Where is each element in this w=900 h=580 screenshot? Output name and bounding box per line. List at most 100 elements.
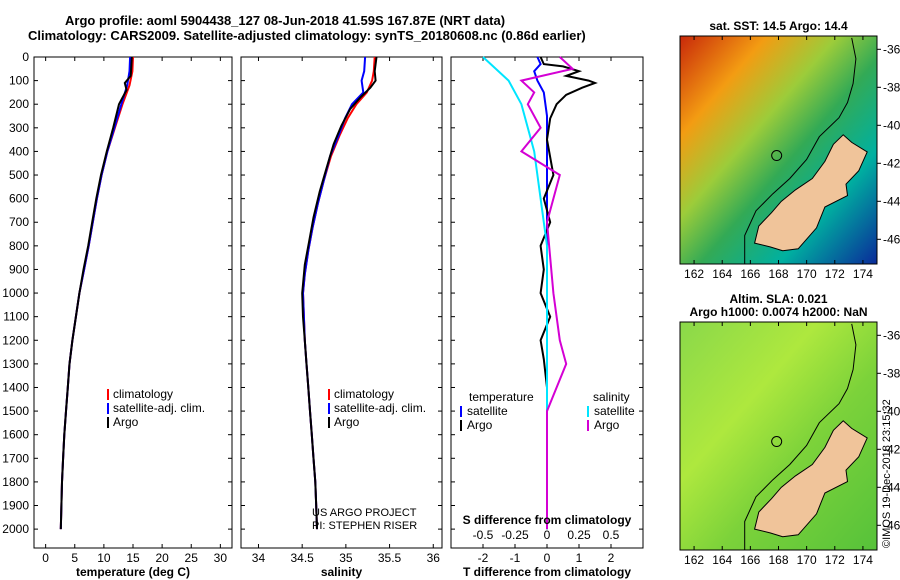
- lat-tick-label: -36: [883, 328, 900, 342]
- sla-map-title: Altim. SLA: 0.021: [729, 292, 827, 306]
- lon-tick-label: 170: [797, 267, 817, 281]
- temperature-profile-frame: [33, 56, 233, 549]
- project-annotation: PI: STEPHEN RISER: [312, 520, 417, 532]
- lat-tick-label: -46: [883, 518, 900, 532]
- legend-label: Argo: [467, 418, 493, 432]
- s-tick-label: -0.25: [501, 528, 529, 542]
- sst-map-title: sat. SST: 14.5 Argo: 14.4: [709, 19, 848, 33]
- legend-label: satellite: [594, 404, 635, 418]
- lon-tick-label: 172: [825, 553, 845, 567]
- depth-tick-label: 100: [9, 74, 29, 88]
- depth-tick-label: 1000: [2, 286, 29, 300]
- lon-tick-label: 170: [797, 553, 817, 567]
- x-tick-label: 30: [214, 551, 228, 565]
- sla-map-title: Argo h1000: 0.0074 h2000: NaN: [689, 305, 867, 319]
- x-tick-label: 0: [544, 551, 551, 565]
- lat-tick-label: -40: [883, 404, 900, 418]
- lon-tick-label: 174: [853, 553, 873, 567]
- lat-tick-label: -36: [883, 42, 900, 56]
- lat-tick-label: -42: [883, 156, 900, 170]
- sla-map-land: [753, 420, 868, 538]
- legend-label: climatology: [334, 387, 394, 401]
- depth-tick-label: 200: [9, 97, 29, 111]
- s-tick-label: 0.25: [567, 528, 591, 542]
- depth-tick-label: 900: [9, 262, 29, 276]
- series-line-argo: [301, 56, 378, 530]
- imos-stamp: ©IMOS 19-Dec-2018 23:15:32: [881, 399, 893, 548]
- sla-map-float-marker: [771, 436, 783, 448]
- x-axis-label: salinity: [321, 565, 363, 579]
- lon-tick-label: 166: [740, 267, 760, 281]
- s-tick-label: 0.5: [603, 528, 620, 542]
- x-tick-label: 5: [71, 551, 78, 565]
- lon-tick-label: 164: [712, 553, 732, 567]
- s-tick-label: -0.5: [473, 528, 494, 542]
- x-tick-label: 20: [155, 551, 169, 565]
- x-tick-label: 25: [185, 551, 199, 565]
- lat-tick-label: -38: [883, 366, 900, 380]
- depth-tick-label: 700: [9, 215, 29, 229]
- depth-tick-label: 1400: [2, 380, 29, 394]
- x-tick-label: 36: [427, 551, 441, 565]
- legend-label: Argo: [594, 418, 620, 432]
- lon-tick-label: 172: [825, 267, 845, 281]
- depth-tick-label: 500: [9, 168, 29, 182]
- lon-tick-label: 174: [853, 267, 873, 281]
- lon-tick-label: 164: [712, 267, 732, 281]
- depth-tick-label: 1500: [2, 404, 29, 418]
- sst-map-float-marker: [771, 150, 783, 162]
- x-tick-label: 34: [252, 551, 266, 565]
- depth-tick-label: 0: [22, 50, 29, 64]
- x-tick-label: -2: [478, 551, 489, 565]
- lon-tick-label: 162: [684, 267, 704, 281]
- legend-title-salinity: salinity: [593, 390, 630, 404]
- x-axis-label: temperature (deg C): [76, 565, 190, 579]
- depth-tick-label: 1100: [3, 310, 29, 324]
- sst-map-contour: [744, 37, 857, 264]
- salinity-profile-frame: [240, 56, 443, 549]
- lat-tick-label: -38: [883, 80, 900, 94]
- legend-label: satellite-adj. clim.: [334, 401, 426, 415]
- x-tick-label: 34.5: [290, 551, 314, 565]
- depth-tick-label: 1800: [2, 475, 29, 489]
- lat-tick-label: -42: [883, 442, 900, 456]
- depth-tick-label: 1600: [2, 428, 29, 442]
- legend-label: Argo: [334, 415, 360, 429]
- depth-tick-label: 1900: [2, 499, 29, 513]
- depth-tick-label: 800: [9, 239, 29, 253]
- series-line-argo: [59, 56, 133, 530]
- lat-tick-label: -46: [883, 232, 900, 246]
- legend-label: Argo: [113, 415, 139, 429]
- depth-tick-label: 2000: [2, 522, 29, 536]
- legend-label: satellite-adj. clim.: [113, 401, 205, 415]
- depth-tick-label: 600: [9, 192, 29, 206]
- lon-tick-label: 162: [684, 553, 704, 567]
- legend-label: climatology: [113, 387, 173, 401]
- title-line-2: Climatology: CARS2009. Satellite-adjuste…: [28, 28, 586, 43]
- sla-map-contour: [744, 323, 857, 550]
- x-axis-label: T difference from climatology: [463, 565, 631, 579]
- x-tick-label: 2: [608, 551, 615, 565]
- x-tick-label: 0: [42, 551, 49, 565]
- legend-label: satellite: [467, 404, 508, 418]
- series-line-s-satellite: [482, 56, 548, 530]
- depth-tick-label: 400: [9, 144, 29, 158]
- depth-tick-label: 300: [9, 121, 29, 135]
- depth-tick-label: 1200: [2, 333, 29, 347]
- x-tick-label: 35: [339, 551, 353, 565]
- depth-tick-label: 1700: [2, 451, 29, 465]
- lat-tick-label: -44: [883, 194, 900, 208]
- x-tick-label: 10: [97, 551, 111, 565]
- series-line-s-argo: [519, 56, 575, 530]
- title-line-1: Argo profile: aoml 5904438_127 08-Jun-20…: [65, 13, 506, 28]
- project-annotation: US ARGO PROJECT: [312, 507, 417, 519]
- lon-tick-label: 168: [768, 553, 788, 567]
- lon-tick-label: 166: [740, 553, 760, 567]
- s-tick-label: 0: [544, 528, 551, 542]
- x-tick-label: -1: [510, 551, 521, 565]
- lon-tick-label: 168: [768, 267, 788, 281]
- s-axis-label: S difference from climatology: [463, 513, 632, 527]
- lat-tick-label: -40: [883, 118, 900, 132]
- x-tick-label: 15: [126, 551, 140, 565]
